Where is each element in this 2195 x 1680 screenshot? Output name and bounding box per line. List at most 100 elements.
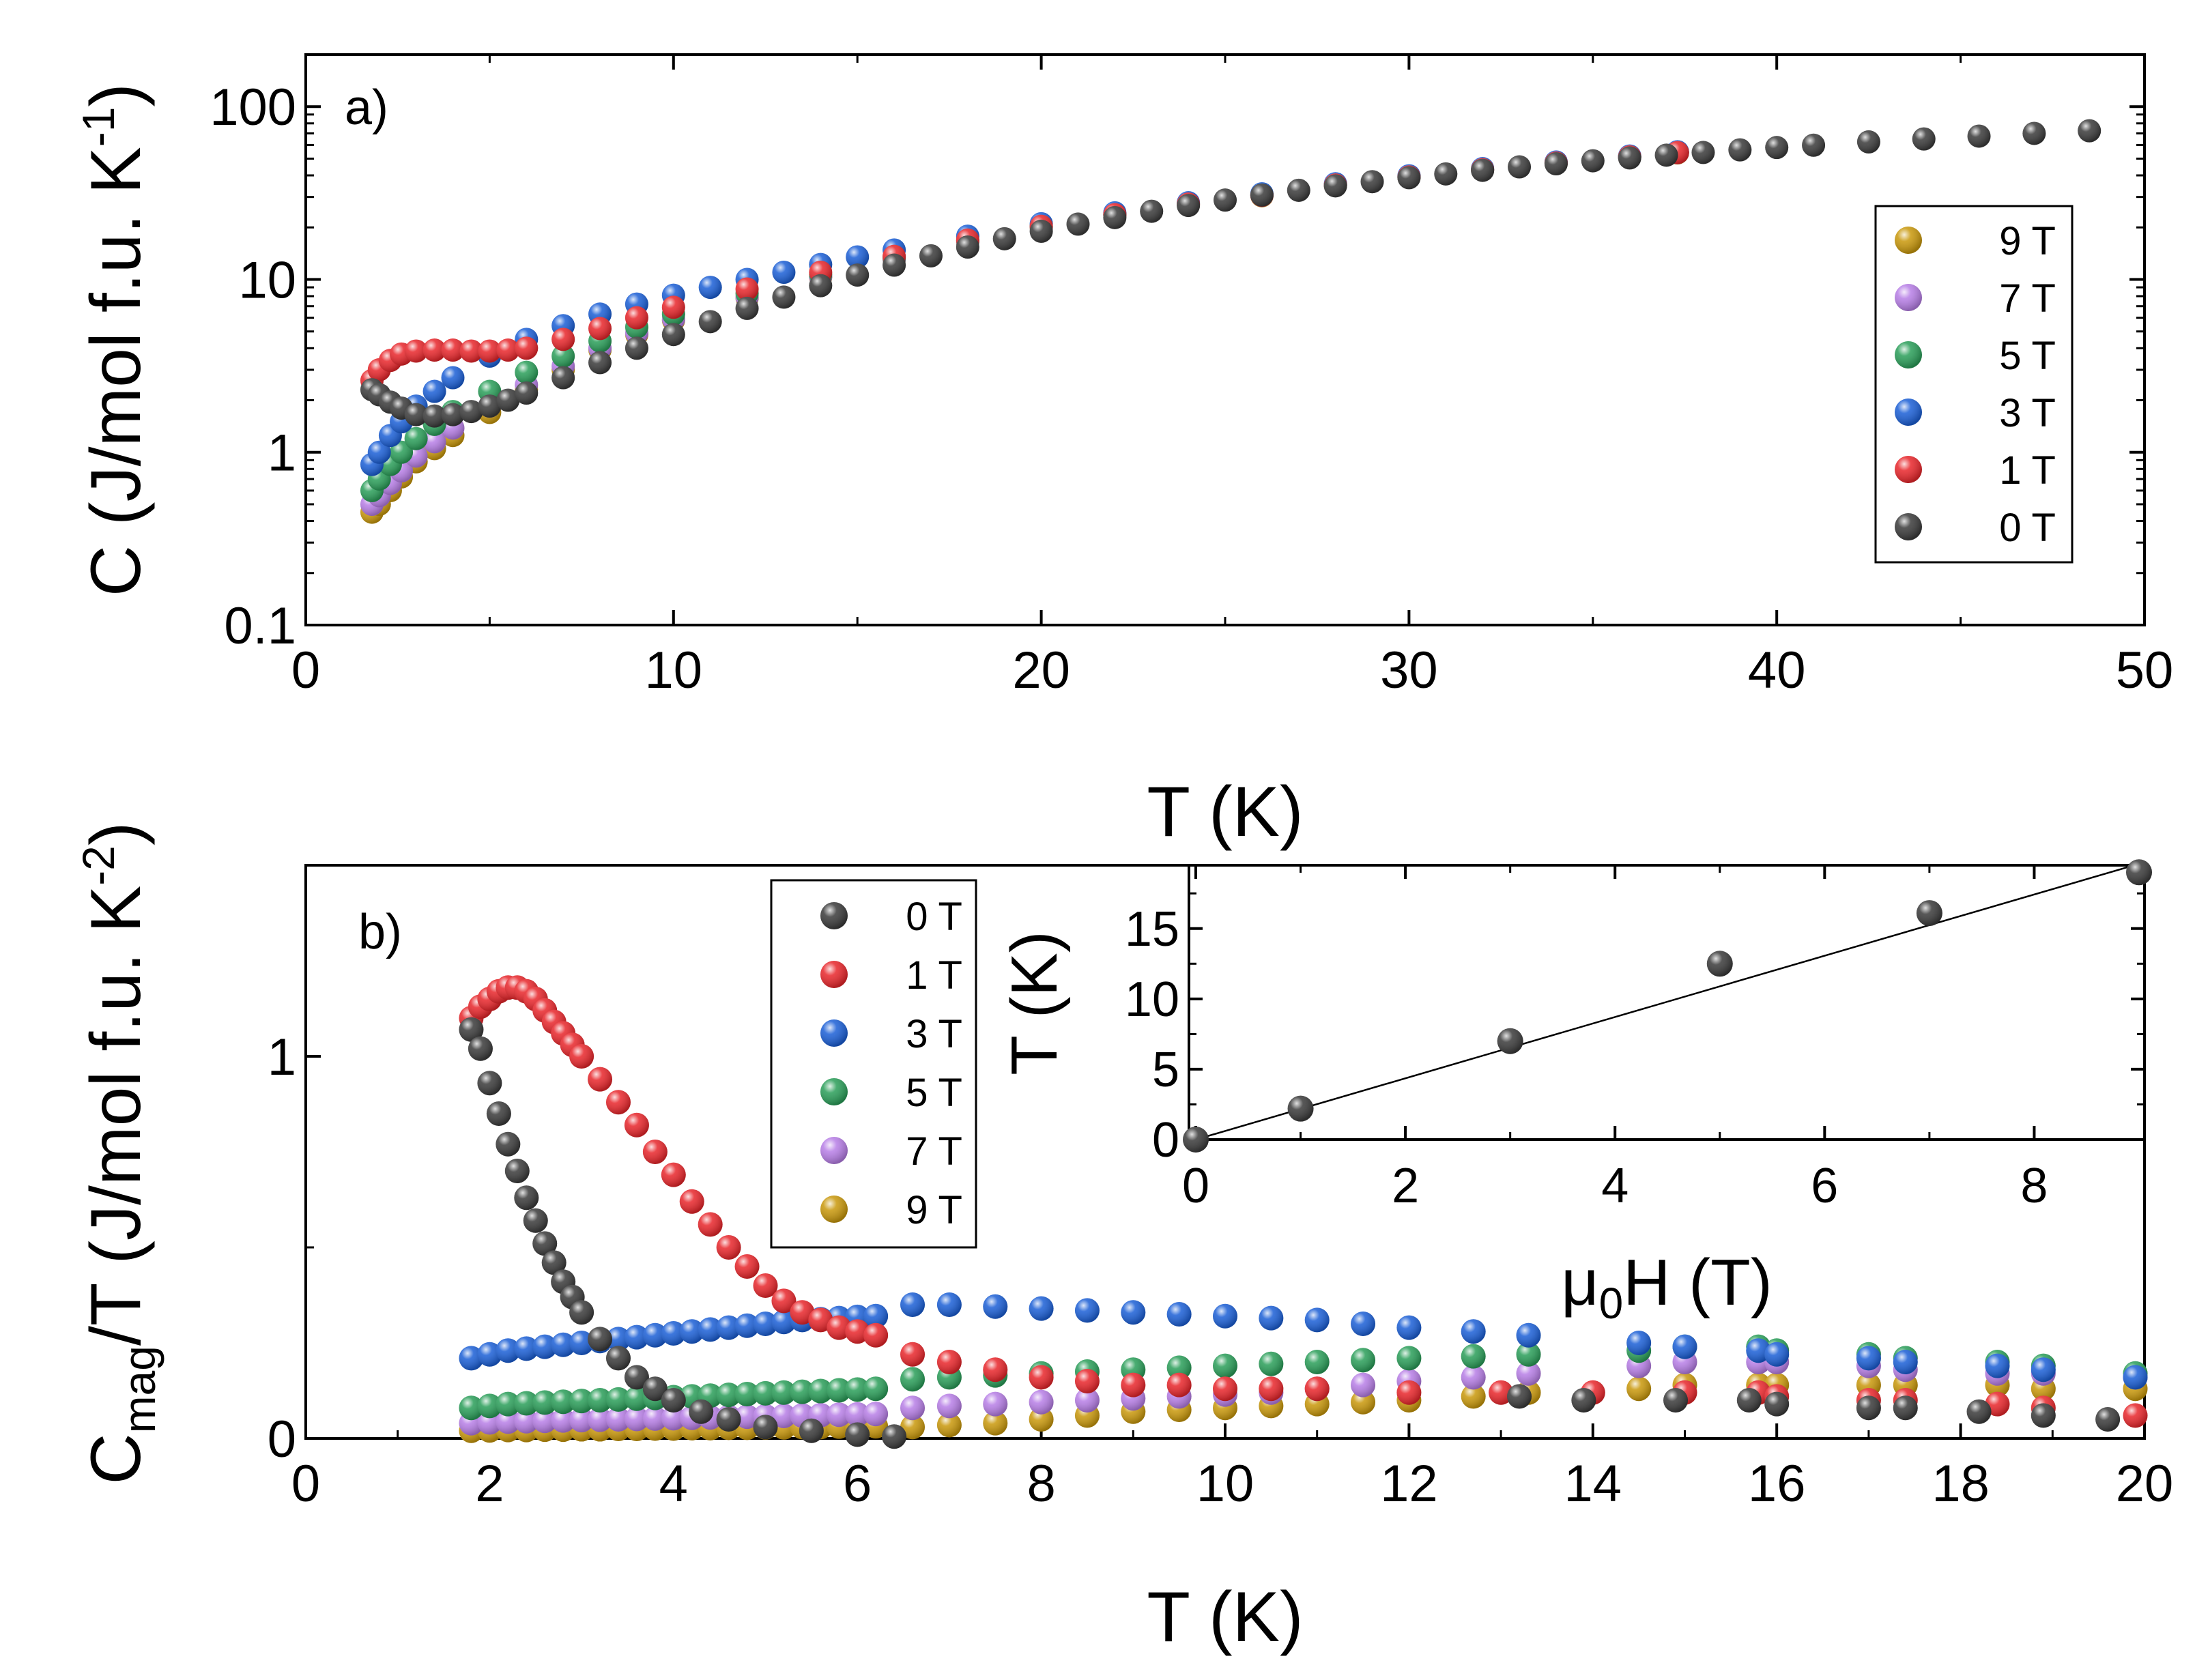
panel-b-x-tick-label: 6 bbox=[843, 1455, 872, 1513]
panel-a-point bbox=[1103, 205, 1127, 229]
panel-a-legend-label: 0 T bbox=[1999, 506, 2056, 550]
panel-a-point-shine bbox=[992, 227, 1016, 250]
panel-b-point-shine bbox=[790, 1379, 815, 1404]
panel-b-point bbox=[863, 1322, 889, 1348]
panel-b-point bbox=[808, 1378, 833, 1404]
panel-a-point-shine bbox=[1691, 141, 1715, 164]
panel-b-y-axis-label-main: C bbox=[76, 1433, 156, 1484]
panel-b-point-shine bbox=[863, 1402, 889, 1427]
panel-b-y-axis-label: Cmag/T (J/mol f.u. K-2) bbox=[73, 822, 164, 1484]
panel-b-point bbox=[477, 1342, 502, 1367]
panel-b-point-shine bbox=[551, 1408, 576, 1433]
panel-b-point bbox=[1966, 1399, 1992, 1424]
panel-b-point-shine bbox=[1074, 1369, 1100, 1393]
panel-b-point-shine bbox=[936, 1350, 962, 1374]
panel-b-point bbox=[771, 1403, 797, 1428]
panel-b-point-shine bbox=[1074, 1298, 1100, 1323]
panel-b-point-shine bbox=[459, 1346, 484, 1371]
panel-a-point-shine bbox=[1323, 174, 1347, 198]
panel-a-point-shine bbox=[1140, 199, 1164, 223]
panel-b-point-shine bbox=[827, 1315, 852, 1340]
panel-b-point-shine bbox=[551, 1389, 576, 1415]
panel-a-point-shine bbox=[735, 296, 759, 320]
panel-b-point-shine bbox=[1304, 1376, 1330, 1402]
panel-b-x-tick-label: 18 bbox=[1932, 1455, 1990, 1513]
panel-b-point-shine bbox=[2031, 1403, 2056, 1428]
panel-b-point bbox=[569, 1331, 594, 1355]
panel-b-point-shine bbox=[477, 1393, 502, 1419]
panel-b-point-shine bbox=[734, 1313, 760, 1338]
panel-b-point bbox=[477, 1393, 502, 1419]
panel-b-y-ticks: 01 bbox=[268, 1028, 321, 1468]
panel-b-point-shine bbox=[1166, 1302, 1192, 1327]
panel-a-y-tick-label: 100 bbox=[210, 78, 296, 136]
panel-b-point-shine bbox=[1351, 1348, 1376, 1373]
inset-point bbox=[1706, 951, 1733, 977]
panel-b-legend-marker bbox=[820, 1078, 848, 1105]
panel-b-point-shine bbox=[477, 1342, 502, 1367]
panel-b-point-shine bbox=[716, 1315, 741, 1340]
panel-b-point-shine bbox=[808, 1307, 833, 1333]
panel-a-point-shine bbox=[478, 339, 502, 363]
panel-b-point bbox=[642, 1322, 668, 1348]
panel-b-point bbox=[1259, 1351, 1284, 1376]
panel-a-point-shine bbox=[422, 430, 446, 454]
panel-a-point bbox=[772, 261, 796, 285]
panel-a-legend-label: 5 T bbox=[1999, 334, 2056, 378]
panel-a-legend-marker bbox=[1895, 227, 1922, 254]
panel-b-point-shine bbox=[605, 1407, 631, 1432]
panel-b-legend-label: 1 T bbox=[906, 953, 962, 998]
panel-a-point-shine bbox=[496, 388, 520, 412]
panel-b-point-shine bbox=[1461, 1344, 1486, 1369]
panel-b-point-shine bbox=[624, 1324, 649, 1350]
panel-b-point-shine bbox=[1121, 1300, 1146, 1325]
panel-a-point bbox=[1471, 158, 1495, 182]
panel-b-point-shine bbox=[1396, 1346, 1422, 1371]
panel-b-legend-marker bbox=[820, 1137, 848, 1164]
panel-b-point-shine bbox=[845, 1402, 870, 1427]
panel-b-point bbox=[642, 1140, 668, 1164]
panel-b-point bbox=[698, 1317, 723, 1342]
panel-b-point-shine bbox=[753, 1415, 778, 1440]
panel-b-point-shine bbox=[514, 1336, 539, 1361]
panel-b-point-shine bbox=[1213, 1376, 1237, 1402]
panel-b-point bbox=[900, 1415, 926, 1440]
panel-b-point-shine bbox=[790, 1300, 815, 1325]
panel-b-point bbox=[1029, 1296, 1054, 1321]
panel-a-legend-marker-shine bbox=[1895, 284, 1922, 311]
panel-b-point-shine bbox=[1985, 1391, 2010, 1417]
panel-b-legend-label: 5 T bbox=[906, 1071, 962, 1115]
panel-b-point bbox=[845, 1422, 870, 1447]
panel-b-legend-marker-shine bbox=[820, 902, 848, 929]
panel-a-legend-label: 7 T bbox=[1999, 276, 2056, 321]
inset-x-ticks: 0 2 4 6 8 bbox=[1182, 865, 2048, 1213]
inset-x-tick-label: 0 bbox=[1182, 1159, 1209, 1213]
panel-b-point bbox=[753, 1273, 778, 1298]
panel-a-point bbox=[2022, 121, 2046, 145]
panel-b-point-shine bbox=[569, 1331, 594, 1355]
panel-b-point bbox=[569, 1300, 594, 1325]
panel-b-point bbox=[1396, 1380, 1422, 1405]
panel-a-point-shine bbox=[1912, 127, 1936, 151]
panel-a-point-shine bbox=[2022, 121, 2046, 145]
panel-a-legend-marker-shine bbox=[1895, 227, 1922, 254]
inset-point bbox=[1916, 900, 1942, 927]
panel-a-point bbox=[735, 296, 759, 320]
panel-b-point-shine bbox=[532, 1231, 558, 1256]
panel-b-point bbox=[1074, 1388, 1100, 1413]
panel-b-point-shine bbox=[900, 1342, 926, 1367]
panel-a-point-shine bbox=[422, 404, 446, 428]
panel-a-point-shine bbox=[404, 339, 428, 363]
panel-a-point-shine bbox=[1250, 183, 1274, 207]
panel-b-point-shine bbox=[1029, 1296, 1054, 1321]
panel-b-point bbox=[588, 1388, 613, 1413]
panel-b-point bbox=[514, 1408, 539, 1434]
panel-b-legend-label: 0 T bbox=[906, 895, 962, 939]
panel-a-point bbox=[478, 394, 502, 418]
panel-b-point-shine bbox=[983, 1294, 1008, 1319]
panel-b-point bbox=[605, 1407, 631, 1432]
panel-b-point bbox=[1736, 1388, 1762, 1413]
panel-a-point-shine bbox=[1967, 124, 1991, 148]
panel-b-point-shine bbox=[936, 1292, 962, 1317]
panel-a-point bbox=[1618, 146, 1641, 170]
